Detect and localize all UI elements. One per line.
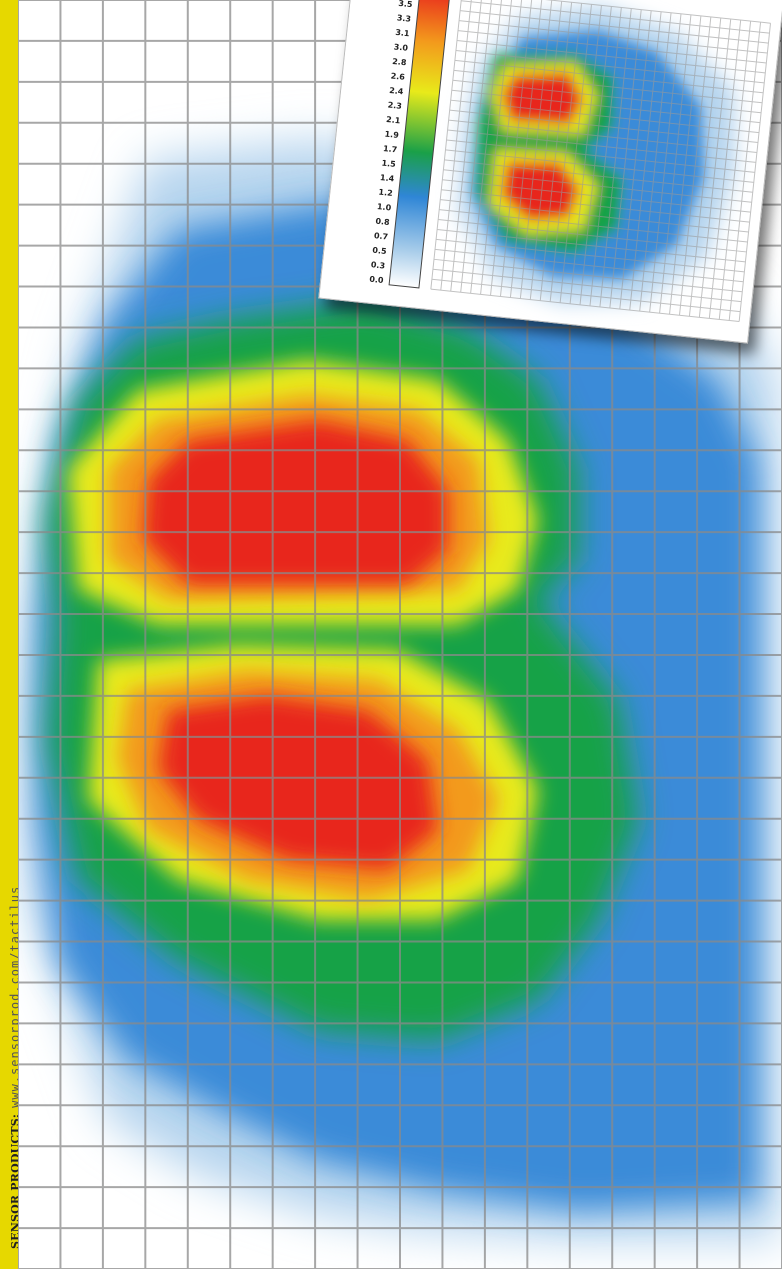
colorbar-tick-label: 1.9: [384, 129, 399, 139]
colorbar-tick-label: 3.5: [398, 0, 413, 9]
inset-grid-line-horizontal: [432, 268, 742, 303]
inset-grid-line-horizontal: [451, 89, 761, 124]
colorbar-tick-label: 2.8: [392, 57, 407, 67]
colorbar-tick-label: 0.3: [370, 260, 385, 270]
inset-grid-line-horizontal: [441, 189, 750, 223]
colorbar-tick-label: 0.0: [369, 275, 384, 285]
inset-grid-line-horizontal: [437, 228, 746, 263]
colorbar-tick-label: 0.5: [372, 246, 387, 256]
colorbar-tick-label: 1.4: [380, 173, 395, 183]
colorbar-tick-label: 1.2: [378, 188, 393, 198]
inset-grid-line-horizontal: [454, 59, 764, 94]
inset-grid-line-horizontal: [449, 109, 759, 144]
colorbar-tick-label: 1.0: [377, 202, 392, 212]
colorbar-tick-labels: 0.0 0.3 0.5 0.7 0.8 1.0 1.2 1.4 1.5 1.7 1.9 2.1 2.3 2…: [369, 0, 413, 285]
colorbar-tick-label: 0.8: [375, 217, 390, 227]
colorbar-tick-label: 2.4: [389, 86, 404, 96]
colorbar-tick-label: 2.6: [390, 71, 405, 81]
colorbar-tick-label: 0.7: [373, 231, 388, 241]
inset-grid-line-horizontal: [456, 40, 766, 74]
inset-heatmap: 0.0 0.3 0.5 0.7 0.8 1.0 1.2 1.4 1.5 1.7 1.9 2.1 2.3 2…: [319, 0, 782, 343]
inset-grid-line-horizontal: [460, 10, 769, 44]
inset-grid-line-horizontal: [438, 219, 747, 253]
inset-grid-line-horizontal: [430, 288, 740, 323]
inset-grid-line-horizontal: [453, 69, 763, 104]
colorbar-tick-label: 2.1: [386, 115, 401, 125]
inset-grid-line-horizontal: [459, 20, 768, 54]
colorbar-tick-label: 1.5: [381, 159, 396, 169]
inset-grid-line-horizontal: [448, 119, 757, 153]
inset-grid-line-horizontal: [446, 139, 755, 173]
inset-grid-line-horizontal: [457, 30, 767, 64]
inset-grid-line-horizontal: [433, 258, 743, 293]
inset-grid-line-horizontal: [431, 278, 741, 313]
sidebar-strip: SENSOR PRODUCTS:www.sensorprod.com/tacti…: [0, 0, 22, 1269]
inset-grid-line-horizontal: [455, 49, 765, 84]
inset-grid-line-horizontal: [461, 0, 770, 34]
inset-grid-line-horizontal: [434, 248, 744, 283]
inset-grid-line-horizontal: [445, 149, 754, 183]
inset-grid-line-horizontal: [439, 209, 748, 243]
colorbar-tick-label: 2.3: [387, 100, 402, 110]
colorbar-tick-label: 3.1: [395, 28, 410, 38]
inset-chart: 0.0 0.3 0.5 0.7 0.8 1.0 1.2 1.4 1.5 1.7 1.9 2.1 2.3 2…: [318, 0, 782, 344]
inset-grid-line-horizontal: [443, 169, 752, 203]
heatmap-layer-red: [143, 420, 448, 870]
inset-grid-line-vertical: [430, 0, 463, 290]
inset-grid: [430, 0, 772, 323]
colorbar-tick-label: 3.0: [393, 42, 408, 52]
colorbar-tick-label: 3.3: [396, 13, 411, 23]
inset-grid-line-horizontal: [440, 199, 749, 233]
inset-grid-line-horizontal: [452, 79, 762, 114]
inset-grid-line-horizontal: [462, 0, 771, 24]
inset-grid-line-horizontal: [447, 129, 756, 163]
colorbar: [388, 0, 451, 289]
inset-grid-line-horizontal: [442, 179, 751, 213]
inset-grid-line-horizontal: [444, 159, 753, 193]
inset-grid-line-horizontal: [436, 238, 745, 273]
colorbar-tick-label: 1.7: [383, 144, 398, 154]
inset-grid-line-horizontal: [450, 99, 760, 134]
